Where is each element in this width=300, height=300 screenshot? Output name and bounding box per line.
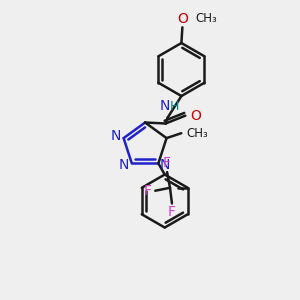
Text: N: N	[111, 129, 121, 143]
Text: N: N	[119, 158, 129, 172]
Text: F: F	[168, 206, 176, 220]
Text: N: N	[160, 99, 170, 113]
Text: CH₃: CH₃	[186, 127, 208, 140]
Text: CH₃: CH₃	[195, 12, 217, 25]
Text: H: H	[170, 100, 179, 113]
Text: F: F	[163, 156, 171, 170]
Text: F: F	[143, 184, 152, 198]
Text: O: O	[177, 12, 188, 26]
Text: O: O	[190, 109, 201, 123]
Text: N: N	[160, 158, 170, 172]
